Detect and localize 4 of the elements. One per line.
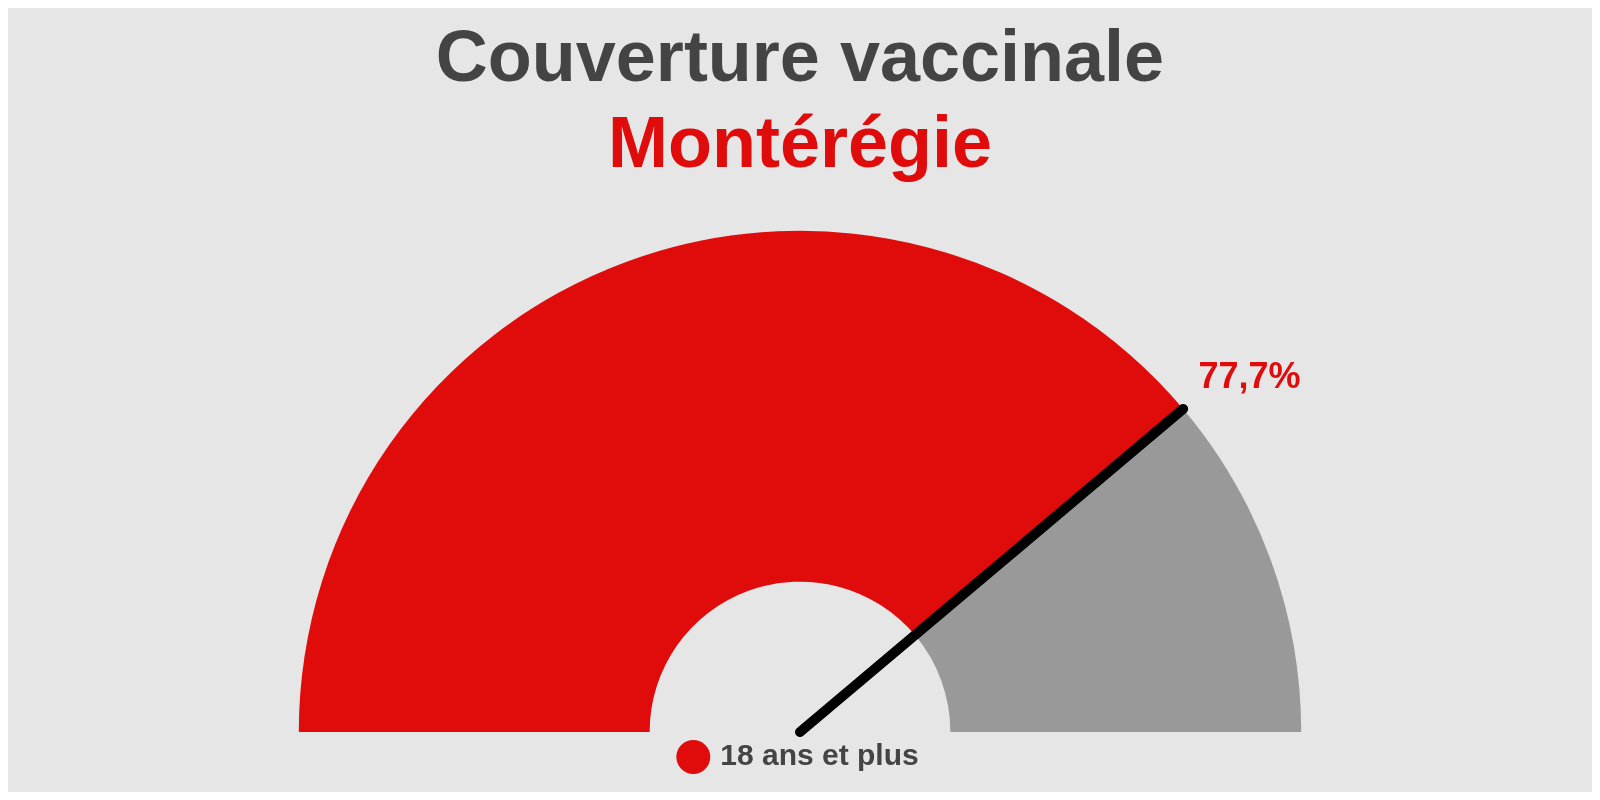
chart-subtitle: Montérégie bbox=[607, 102, 993, 183]
legend-label: 18 ans et plus bbox=[720, 738, 919, 772]
chart-title: Couverture vaccinale bbox=[435, 16, 1165, 97]
data-label: 77,7% bbox=[1198, 354, 1301, 396]
